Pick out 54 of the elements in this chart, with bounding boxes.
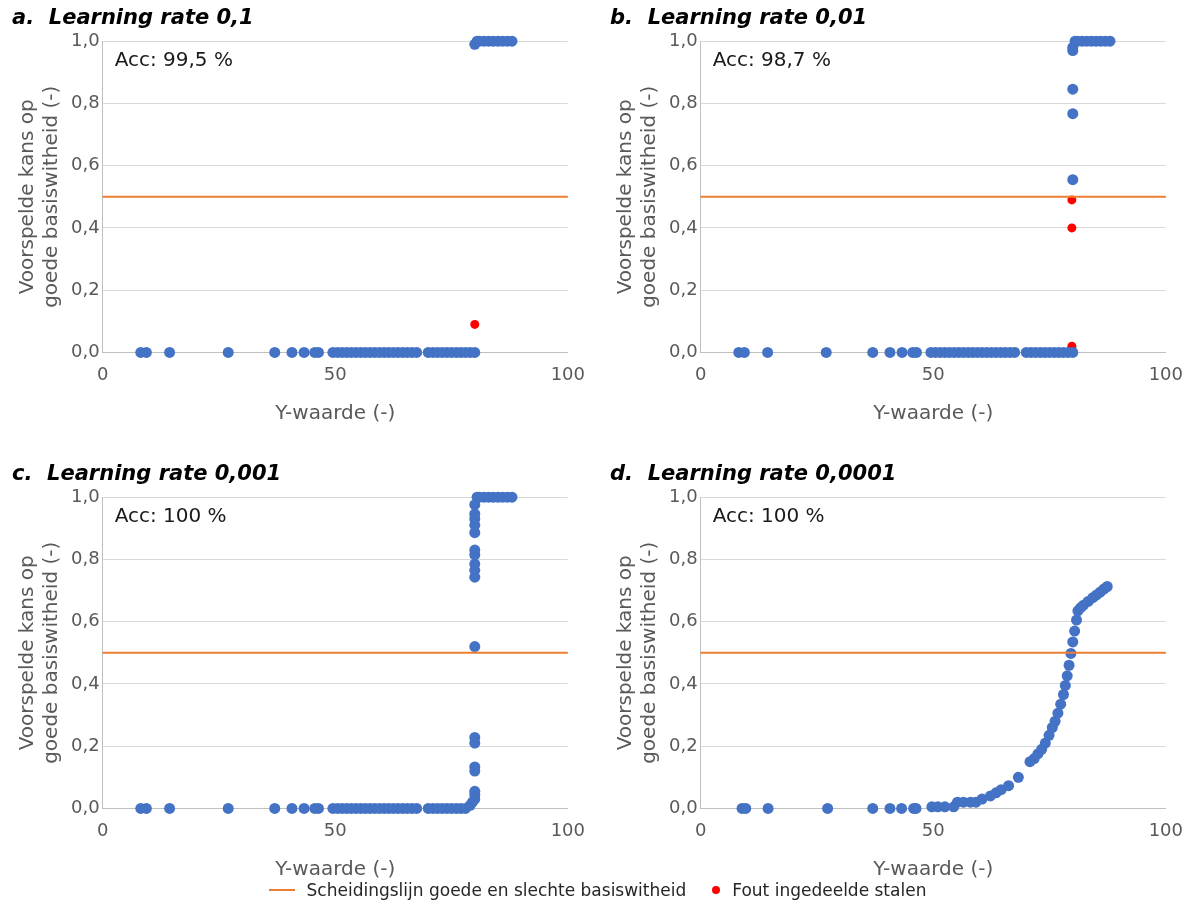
legend-label: Scheidingslijn goede en slechte basiswitheid (306, 880, 687, 900)
y-tick-label: 0,0 (668, 796, 698, 818)
x-axis-title: Y-waarde (-) (274, 400, 396, 425)
y-tick-label: 0,2 (70, 277, 100, 299)
y-tick-label: 0,8 (668, 91, 698, 113)
x-tick-label: 50 (323, 818, 347, 840)
chart-title: d. Learning rate 0,0001 (610, 461, 897, 486)
chart-title: b. Learning rate 0,01 (610, 5, 868, 30)
y-tick-label: 1,0 (668, 484, 698, 506)
y-axis-title: Voorspelde kans op goede basiswitheid (-) (612, 541, 661, 764)
y-tick-label: 0,4 (668, 671, 698, 693)
y-tick-label: 0,8 (668, 547, 698, 569)
x-tick-label: 50 (921, 818, 945, 840)
y-tick-label: 0,6 (70, 153, 100, 175)
y-tick-label: 0,4 (668, 215, 698, 237)
legend-label: Fout ingedeelde stalen (732, 880, 927, 900)
chart-title: a. Learning rate 0,1 (12, 5, 254, 30)
y-axis-title: Voorspelde kans op goede basiswitheid (-) (14, 541, 63, 764)
x-tick-label: 50 (921, 362, 945, 384)
x-tick-label: 0 (96, 818, 109, 840)
annotation: Acc: 98,7 % (712, 47, 831, 72)
y-tick-label: 0,8 (70, 91, 100, 113)
y-tick-label: 0,2 (668, 277, 698, 299)
chart-title: c. Learning rate 0,001 (12, 461, 282, 486)
annotation: Acc: 100 % (114, 503, 227, 528)
y-tick-label: 0,4 (70, 671, 100, 693)
x-tick-label: 0 (96, 362, 109, 384)
x-tick-label: 50 (323, 362, 347, 384)
y-tick-label: 0,2 (70, 733, 100, 755)
x-tick-label: 100 (550, 818, 585, 840)
x-tick-label: 0 (694, 818, 707, 840)
y-tick-label: 0,8 (70, 547, 100, 569)
x-axis-title: Y-waarde (-) (872, 400, 994, 425)
y-tick-label: 0,4 (70, 215, 100, 237)
annotation: Acc: 99,5 % (114, 47, 233, 72)
x-axis-title: Y-waarde (-) (274, 856, 396, 881)
y-tick-label: 1,0 (668, 28, 698, 50)
x-tick-label: 100 (550, 362, 585, 384)
x-tick-label: 0 (694, 362, 707, 384)
y-tick-label: 1,0 (70, 28, 100, 50)
annotation: Acc: 100 % (712, 503, 825, 528)
x-tick-label: 100 (1148, 362, 1183, 384)
y-axis-title: Voorspelde kans op goede basiswitheid (-) (14, 85, 63, 308)
y-tick-label: 0,6 (70, 609, 100, 631)
y-tick-label: 0,2 (668, 733, 698, 755)
y-tick-label: 1,0 (70, 484, 100, 506)
y-tick-label: 0,6 (668, 609, 698, 631)
y-axis-title: Voorspelde kans op goede basiswitheid (-) (612, 85, 661, 308)
y-tick-label: 0,0 (70, 796, 100, 818)
x-axis-title: Y-waarde (-) (872, 856, 994, 881)
y-tick-label: 0,0 (70, 340, 100, 362)
y-tick-label: 0,0 (668, 340, 698, 362)
x-tick-label: 100 (1148, 818, 1183, 840)
y-tick-label: 0,6 (668, 153, 698, 175)
